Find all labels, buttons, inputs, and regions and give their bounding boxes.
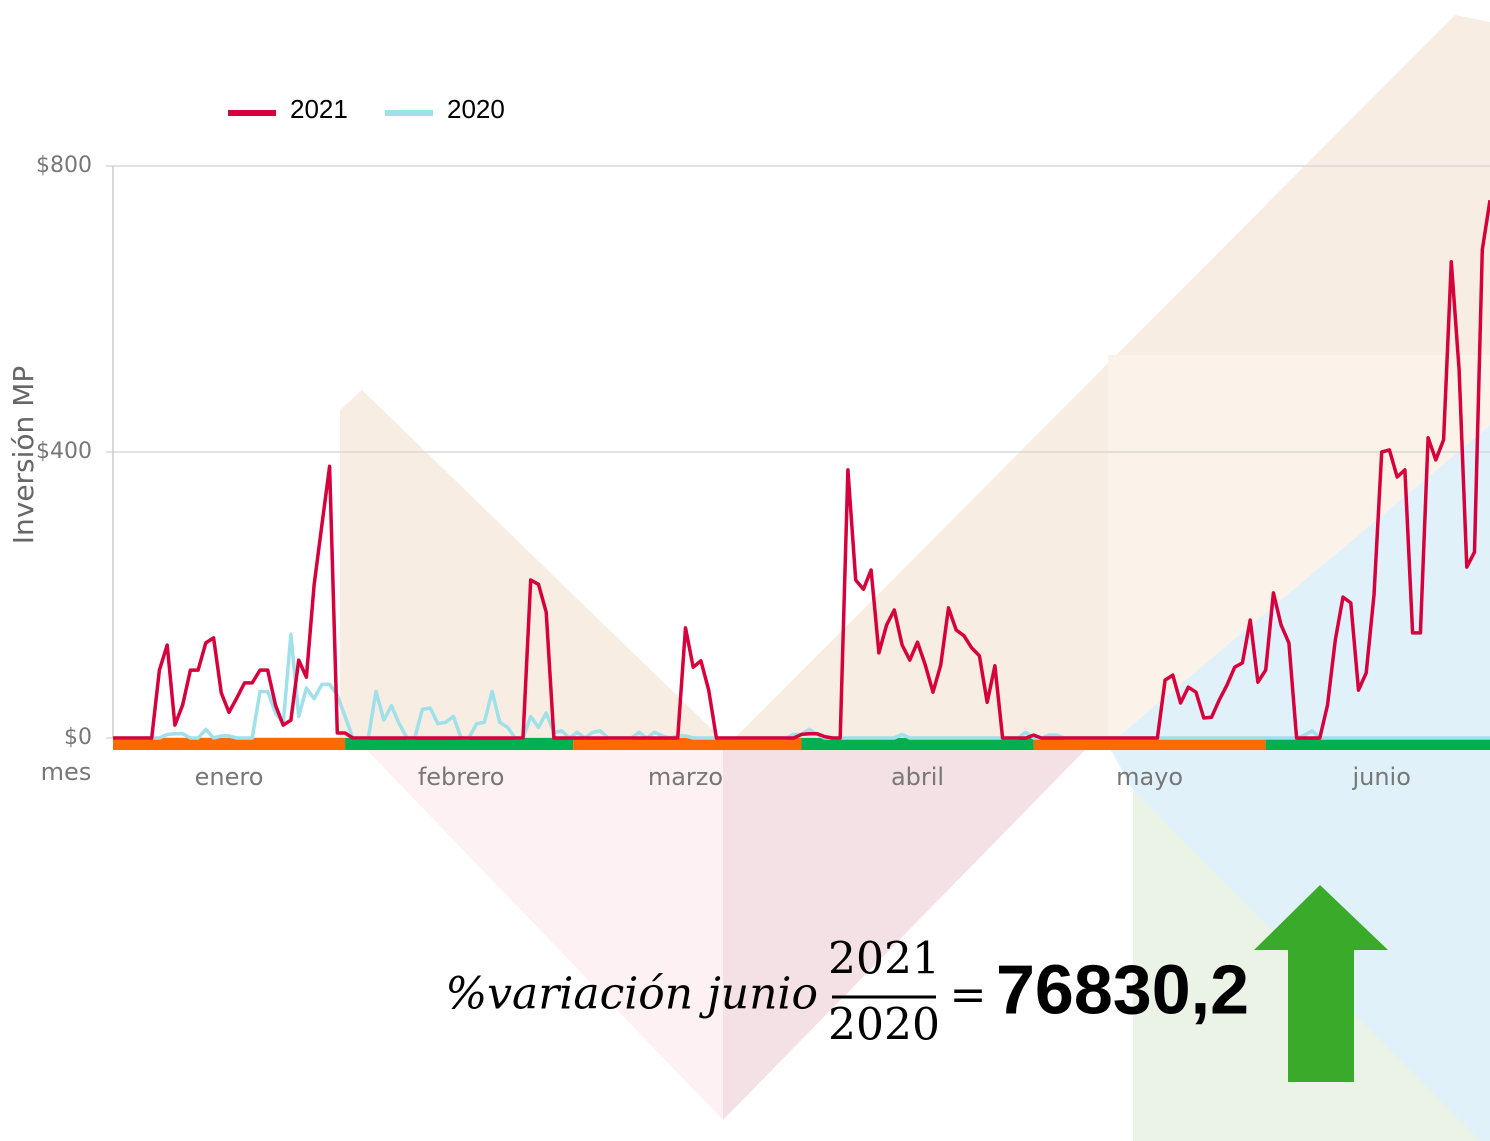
formula: %variación junio 2021 2020 = 76830,2 [445,934,1249,1051]
month-band [345,738,574,750]
x-tick-label: enero [195,763,264,791]
x-tick-label: mayo [1116,763,1183,791]
legend-label: 2021 [290,94,348,124]
series-line [113,200,1490,740]
formula-denominator: 2020 [828,1000,940,1051]
background-shapes [340,15,1490,1141]
x-axis-label: mes [41,758,92,786]
month-band [573,738,802,750]
formula-label: %variación junio [445,969,818,1020]
month-band [1033,738,1266,750]
x-tick-label: abril [891,763,944,791]
x-tick-label: febrero [418,763,505,791]
y-tick-label: $400 [36,439,92,464]
y-axis-label: Inversión MP [7,366,40,545]
formula-equals: = [950,970,987,1021]
up-arrow [1254,885,1388,1082]
y-tick-label: $0 [64,725,92,750]
formula-numerator: 2021 [828,934,940,985]
month-band [1265,738,1490,750]
formula-result: 76830,2 [996,950,1249,1028]
month-band [801,738,1034,750]
x-tick-label: marzo [648,763,723,791]
legend-label: 2020 [447,94,505,124]
y-tick-label: $800 [36,153,92,178]
x-tick-label: junio [1351,763,1410,791]
month-band [113,738,346,750]
